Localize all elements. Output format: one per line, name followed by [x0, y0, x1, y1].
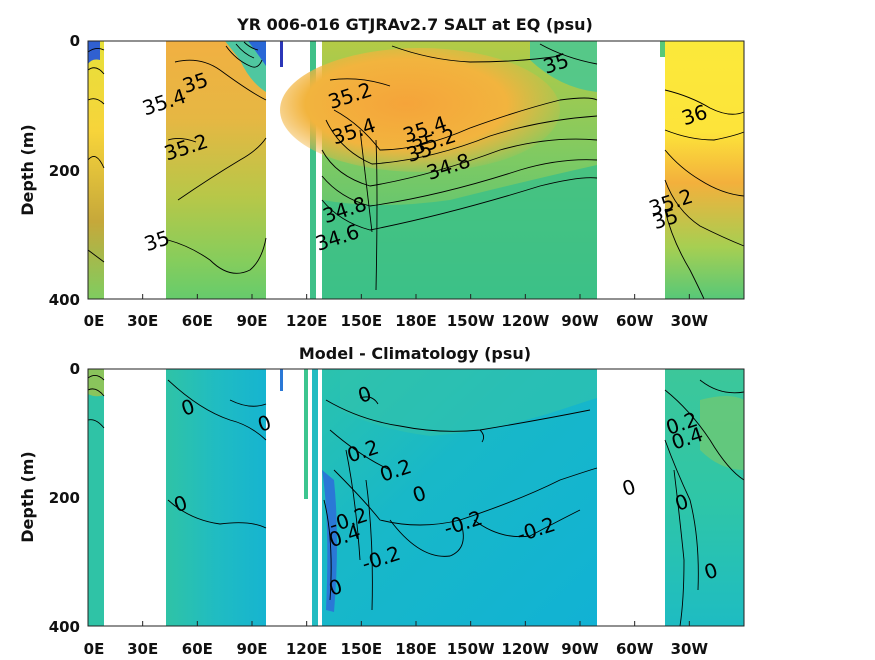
x-tick-label: 150W — [447, 312, 495, 330]
pacific-upper-fill — [340, 369, 597, 436]
y-tick-label: 400 — [49, 291, 80, 309]
x-tick-label: 60E — [182, 640, 213, 656]
indian-ocean-fill — [166, 41, 266, 299]
x-tick-label: 180E — [395, 640, 437, 656]
west-indian-fill — [88, 369, 104, 626]
indian-ocean-fill — [166, 369, 266, 626]
indonesia-sliver — [310, 41, 316, 299]
salinity-panel: YR 006-016 GTJRAv2.7 SALT at EQ (psu) — [18, 15, 745, 330]
contour-label: 0 — [619, 474, 639, 501]
x-tick-label: 90W — [561, 640, 599, 656]
x-tick-label: 120W — [501, 312, 549, 330]
y-axis-label: Depth (m) — [18, 451, 37, 543]
x-tick-label: 30W — [671, 640, 709, 656]
strait-sliver — [280, 369, 283, 391]
indonesia-sliver — [312, 369, 318, 626]
west-indian-fill — [88, 41, 104, 299]
y-tick-label: 0 — [70, 32, 80, 50]
x-tick-label: 90E — [236, 640, 267, 656]
x-axis: 0E 30E 60E 90E 120E 150E 180E 150W 120W 90W 60W 30W — [84, 294, 709, 330]
difference-contours — [87, 375, 745, 627]
indonesia-sliver — [304, 369, 308, 499]
difference-panel: Model - Climatology (psu) — [18, 344, 745, 658]
salinity-contours — [87, 41, 745, 300]
x-tick-label: 120E — [286, 312, 328, 330]
atlantic-west-edge — [660, 41, 665, 57]
x-tick-label: 0E — [84, 312, 105, 330]
x-tick-label: 60W — [616, 312, 654, 330]
west-positive-patch — [88, 369, 104, 397]
indian-east-fresh — [225, 41, 266, 92]
x-tick-label: 180E — [395, 312, 437, 330]
y-tick-label: 200 — [49, 162, 80, 180]
x-tick-label: 0E — [84, 640, 105, 656]
pacific-negative-core — [322, 470, 337, 612]
y-tick-label: 400 — [49, 618, 80, 636]
x-axis: 0E 30E 60E 90E 120E 150E 180E 150W 120W 90W 60W 30W — [84, 621, 709, 658]
x-tick-label: 150E — [341, 640, 383, 656]
x-tick-label: 30E — [127, 640, 158, 656]
strait-sliver — [280, 41, 283, 67]
x-tick-label: 30W — [671, 312, 709, 330]
x-tick-label: 90E — [236, 312, 267, 330]
pacific-deep-fill — [322, 165, 597, 299]
atlantic-positive-patch — [700, 396, 744, 470]
y-axis: 0 200 400 Depth (m) — [18, 360, 80, 636]
x-tick-label: 120W — [501, 640, 549, 656]
x-tick-label: 150E — [341, 312, 383, 330]
chart-title: Model - Climatology (psu) — [299, 344, 531, 363]
atlantic-fill — [665, 41, 744, 299]
west-fresh-patch — [88, 41, 100, 64]
y-tick-label: 200 — [49, 489, 80, 507]
x-tick-label: 30E — [127, 312, 158, 330]
indian-east-core — [248, 41, 266, 66]
x-tick-label: 60E — [182, 312, 213, 330]
x-tick-label: 150W — [447, 640, 495, 656]
east-pacific-fresh — [530, 41, 597, 92]
x-tick-label: 90W — [561, 312, 599, 330]
y-axis: 0 200 400 Depth (m) — [18, 32, 80, 309]
x-tick-label: 60W — [616, 640, 654, 656]
x-tick-label: 120E — [286, 640, 328, 656]
y-tick-label: 0 — [70, 360, 80, 378]
chart-title: YR 006-016 GTJRAv2.7 SALT at EQ (psu) — [236, 15, 593, 34]
y-axis-label: Depth (m) — [18, 124, 37, 216]
